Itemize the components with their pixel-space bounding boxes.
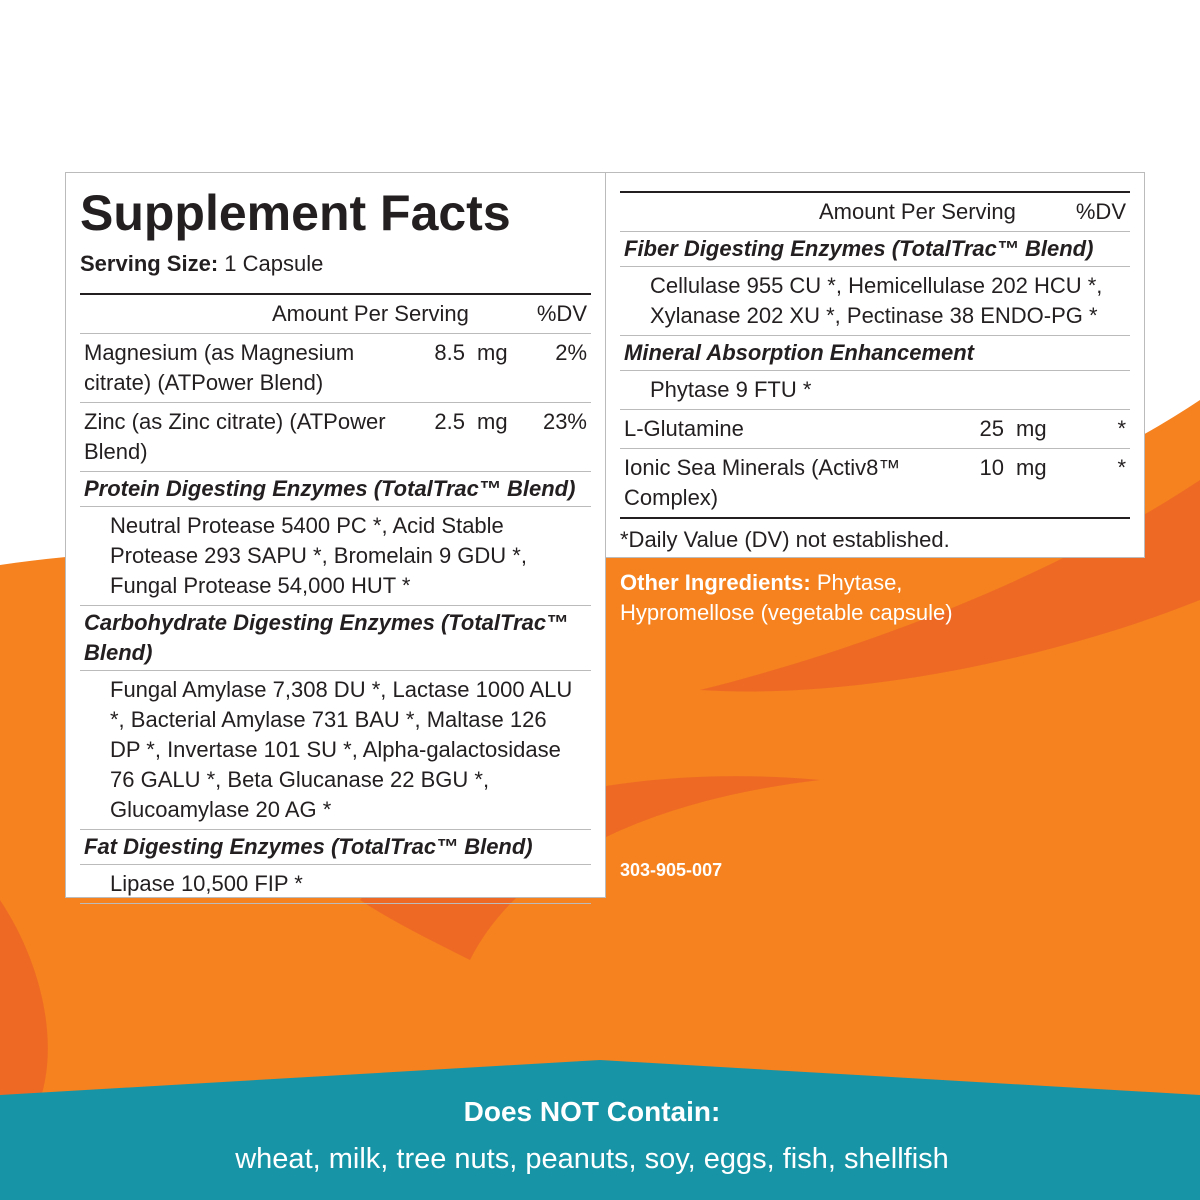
- section-title: Fat Digesting Enzymes (TotalTrac™ Blend): [80, 830, 591, 865]
- text: Phytase, Hypromellose (vegetable capsule…: [620, 570, 953, 625]
- banner-background: [0, 1060, 1200, 1200]
- label: Other Ingredients:: [620, 570, 811, 595]
- nutrient-row: Ionic Sea Minerals (Activ8™ Complex) 10 mg…: [620, 449, 1130, 517]
- unit: mg: [477, 340, 508, 365]
- section-title: Mineral Absorption Enhancement: [620, 336, 1130, 371]
- swoosh: [0, 900, 48, 1100]
- unit: mg: [1016, 455, 1047, 480]
- section-title: Fiber Digesting Enzymes (TotalTrac™ Blen…: [620, 232, 1130, 267]
- amount: 25: [979, 416, 1004, 441]
- amount: 10: [979, 455, 1004, 480]
- label: Serving Size:: [80, 251, 219, 276]
- right-panel: Amount Per Serving %DV Fiber Digesting En…: [605, 172, 1145, 558]
- nutrient-name: Zinc (as Zinc citrate) (ATPower Blend): [84, 409, 386, 464]
- nutrient-row: Magnesium (as Magnesium citrate) (ATPowe…: [80, 334, 591, 403]
- amount-header: Amount Per Serving: [272, 301, 469, 326]
- amount-header: Amount Per Serving: [819, 199, 1016, 224]
- dv-header: %DV: [1075, 199, 1126, 224]
- nutrient-name: L-Glutamine: [624, 416, 744, 441]
- unit: mg: [1016, 416, 1047, 441]
- section-title: Protein Digesting Enzymes (TotalTrac™ Bl…: [80, 472, 591, 507]
- other-ingredients: Other Ingredients: Phytase, Hypromellose…: [620, 568, 980, 628]
- title: Supplement Facts: [80, 185, 511, 241]
- serving-size: Serving Size: 1 Capsule: [80, 241, 591, 293]
- value: 1 Capsule: [224, 251, 324, 276]
- left-panel: Supplement Facts Serving Size: 1 Capsule…: [65, 172, 606, 904]
- nutrient-name: Magnesium (as Magnesium citrate) (ATPowe…: [84, 340, 355, 395]
- banner-text: wheat, milk, tree nuts, peanuts, soy, eg…: [235, 1143, 949, 1175]
- section-title: Carbohydrate Digesting Enzymes (TotalTra…: [80, 606, 591, 671]
- dv-header: %DV: [536, 301, 587, 326]
- unit: mg: [477, 409, 508, 434]
- footnote: *Daily Value (DV) not established.: [620, 517, 1130, 561]
- code: 303-905-007: [620, 860, 723, 880]
- dv: *: [1117, 416, 1126, 441]
- banner-title: Does NOT Contain:: [463, 1096, 721, 1127]
- section-items: Neutral Protease 5400 PC *, Acid Stable …: [80, 507, 591, 606]
- dv: 23%: [542, 409, 587, 434]
- nutrient-row: L-Glutamine 25 mg *: [620, 410, 1130, 449]
- section-items: Lipase 10,500 FIP *: [80, 865, 591, 904]
- section-items: Fungal Amylase 7,308 DU *, Lactase 1000 …: [80, 671, 591, 830]
- header: Amount Per Serving %DV: [620, 191, 1130, 232]
- dv: 2%: [555, 340, 587, 365]
- header: Amount Per Serving %DV: [80, 293, 591, 334]
- dv: *: [1117, 455, 1126, 480]
- swoosh: [700, 480, 1200, 692]
- amount: 8.5: [434, 340, 465, 365]
- nutrient-name: Ionic Sea Minerals (Activ8™ Complex): [624, 455, 901, 510]
- nutrient-row: Zinc (as Zinc citrate) (ATPower Blend) 2.…: [80, 403, 591, 472]
- amount: 2.5: [434, 409, 465, 434]
- section-items: Cellulase 955 CU *, Hemicellulase 202 HC…: [620, 267, 1130, 336]
- section-items: Phytase 9 FTU *: [620, 371, 1130, 410]
